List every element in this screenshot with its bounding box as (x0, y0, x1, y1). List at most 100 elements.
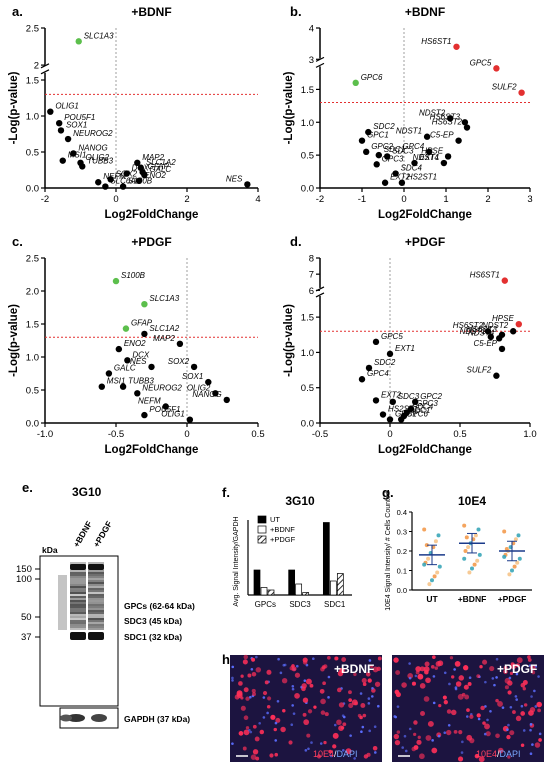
cell-dot (337, 688, 342, 693)
bar (323, 523, 329, 596)
y-tick-label: 2.5 (26, 254, 39, 265)
cell-dot (495, 733, 500, 738)
blot-smear-row (70, 610, 86, 612)
gene-label: SLC1A3 (149, 294, 179, 303)
gene-label: C5-EP (430, 131, 454, 140)
cell-dot (432, 655, 436, 659)
gene-label: HS6ST1 (470, 271, 500, 280)
blot-smear-row (70, 612, 86, 614)
blot-smear-row (70, 618, 86, 620)
cell-dot (249, 696, 252, 699)
cell-dot (431, 665, 435, 669)
cell-dot (438, 704, 441, 707)
y-tick-label: 1.5 (26, 76, 39, 87)
cell-dot (536, 702, 542, 708)
cell-dot (416, 740, 421, 745)
data-point (502, 530, 506, 534)
cell-dot (516, 716, 521, 721)
cell-dot (538, 738, 542, 742)
blot-title: 3G10 (72, 485, 102, 499)
cell-dot (456, 681, 462, 687)
bar (330, 581, 336, 595)
data-point (445, 153, 451, 159)
blot-smear-row (88, 590, 104, 592)
data-point (502, 555, 506, 559)
cell-dot (304, 679, 307, 682)
data-point (477, 528, 481, 532)
bar-chart-title: 3G10 (285, 494, 315, 508)
blot-smear-row (88, 620, 104, 622)
cell-dot (535, 742, 541, 748)
y-tick-label: 0.1 (397, 567, 407, 576)
blot-smear-row (70, 600, 86, 602)
category-label: UT (426, 594, 438, 604)
cell-dot (509, 730, 514, 735)
gene-label: SULF2 (466, 366, 491, 375)
gene-label: MSI1 (68, 151, 87, 160)
x-tick-label: -2 (316, 194, 324, 205)
cell-dot (292, 688, 295, 691)
cell-dot (312, 657, 315, 660)
cell-dot (401, 746, 404, 749)
cell-dot (306, 679, 312, 685)
y-tick-label: 6 (309, 286, 314, 297)
data-point (499, 346, 505, 352)
blot-smear-row (88, 618, 104, 620)
data-point (141, 331, 147, 337)
data-point (422, 528, 426, 532)
data-point (453, 44, 459, 50)
cell-dot (521, 705, 524, 708)
cell-dot (426, 735, 432, 741)
data-point (382, 180, 388, 186)
cell-dot (231, 742, 234, 745)
cell-dot (251, 754, 257, 760)
data-point (380, 411, 386, 417)
blot-smear-row (88, 604, 104, 606)
gene-label: SULF2 (492, 83, 517, 92)
x-tick-label: -1.0 (37, 429, 53, 440)
dot-plot-title: 10E4 (458, 494, 486, 508)
blot-smear-row (70, 624, 86, 626)
cell-dot (302, 683, 307, 688)
cell-dot (409, 677, 412, 680)
cell-dot (497, 701, 503, 707)
cell-dot (267, 696, 271, 700)
blot-smear-row (88, 624, 104, 626)
data-point (79, 163, 85, 169)
data-point (516, 321, 522, 327)
cell-dot (253, 725, 257, 729)
gapdh-label: GAPDH (37 kDa) (124, 714, 190, 724)
cell-dot (414, 745, 419, 750)
cell-dot (443, 695, 447, 699)
cell-dot (530, 723, 533, 726)
gapdh-band-pdgf (91, 714, 107, 722)
x-tick-label: -0.5 (108, 429, 124, 440)
bar (268, 590, 274, 595)
cell-dot (375, 682, 380, 687)
western-blot-panel: e. 3G10 kDa +BDNF +PDGF 150 100 50 37 GP… (16, 480, 195, 728)
blot-smear-row (88, 582, 104, 584)
gene-label: HS6ST2 (432, 118, 463, 127)
blot-smear-row (88, 606, 104, 608)
cell-dot (313, 706, 316, 709)
data-point (433, 574, 437, 578)
blot-smear-row (88, 580, 104, 582)
ut-lane-smear (58, 575, 67, 630)
cell-dot (349, 734, 352, 737)
blot-smear-row (70, 586, 86, 588)
cell-dot (336, 719, 342, 725)
cell-dot (413, 733, 416, 736)
blot-smear-row (88, 594, 104, 596)
cell-dot (438, 735, 441, 738)
blot-smear-row (70, 622, 86, 624)
data-point (473, 563, 477, 567)
cell-dot (505, 685, 509, 689)
gene-label: NEUROG2 (142, 383, 182, 392)
data-point (427, 582, 431, 586)
data-point (373, 339, 379, 345)
cell-dot (443, 731, 446, 734)
cell-dot (404, 735, 407, 738)
y-axis-label: -Log(p-value) (283, 71, 295, 144)
gene-label: OLIG1 (161, 410, 185, 419)
cell-dot (455, 688, 458, 691)
